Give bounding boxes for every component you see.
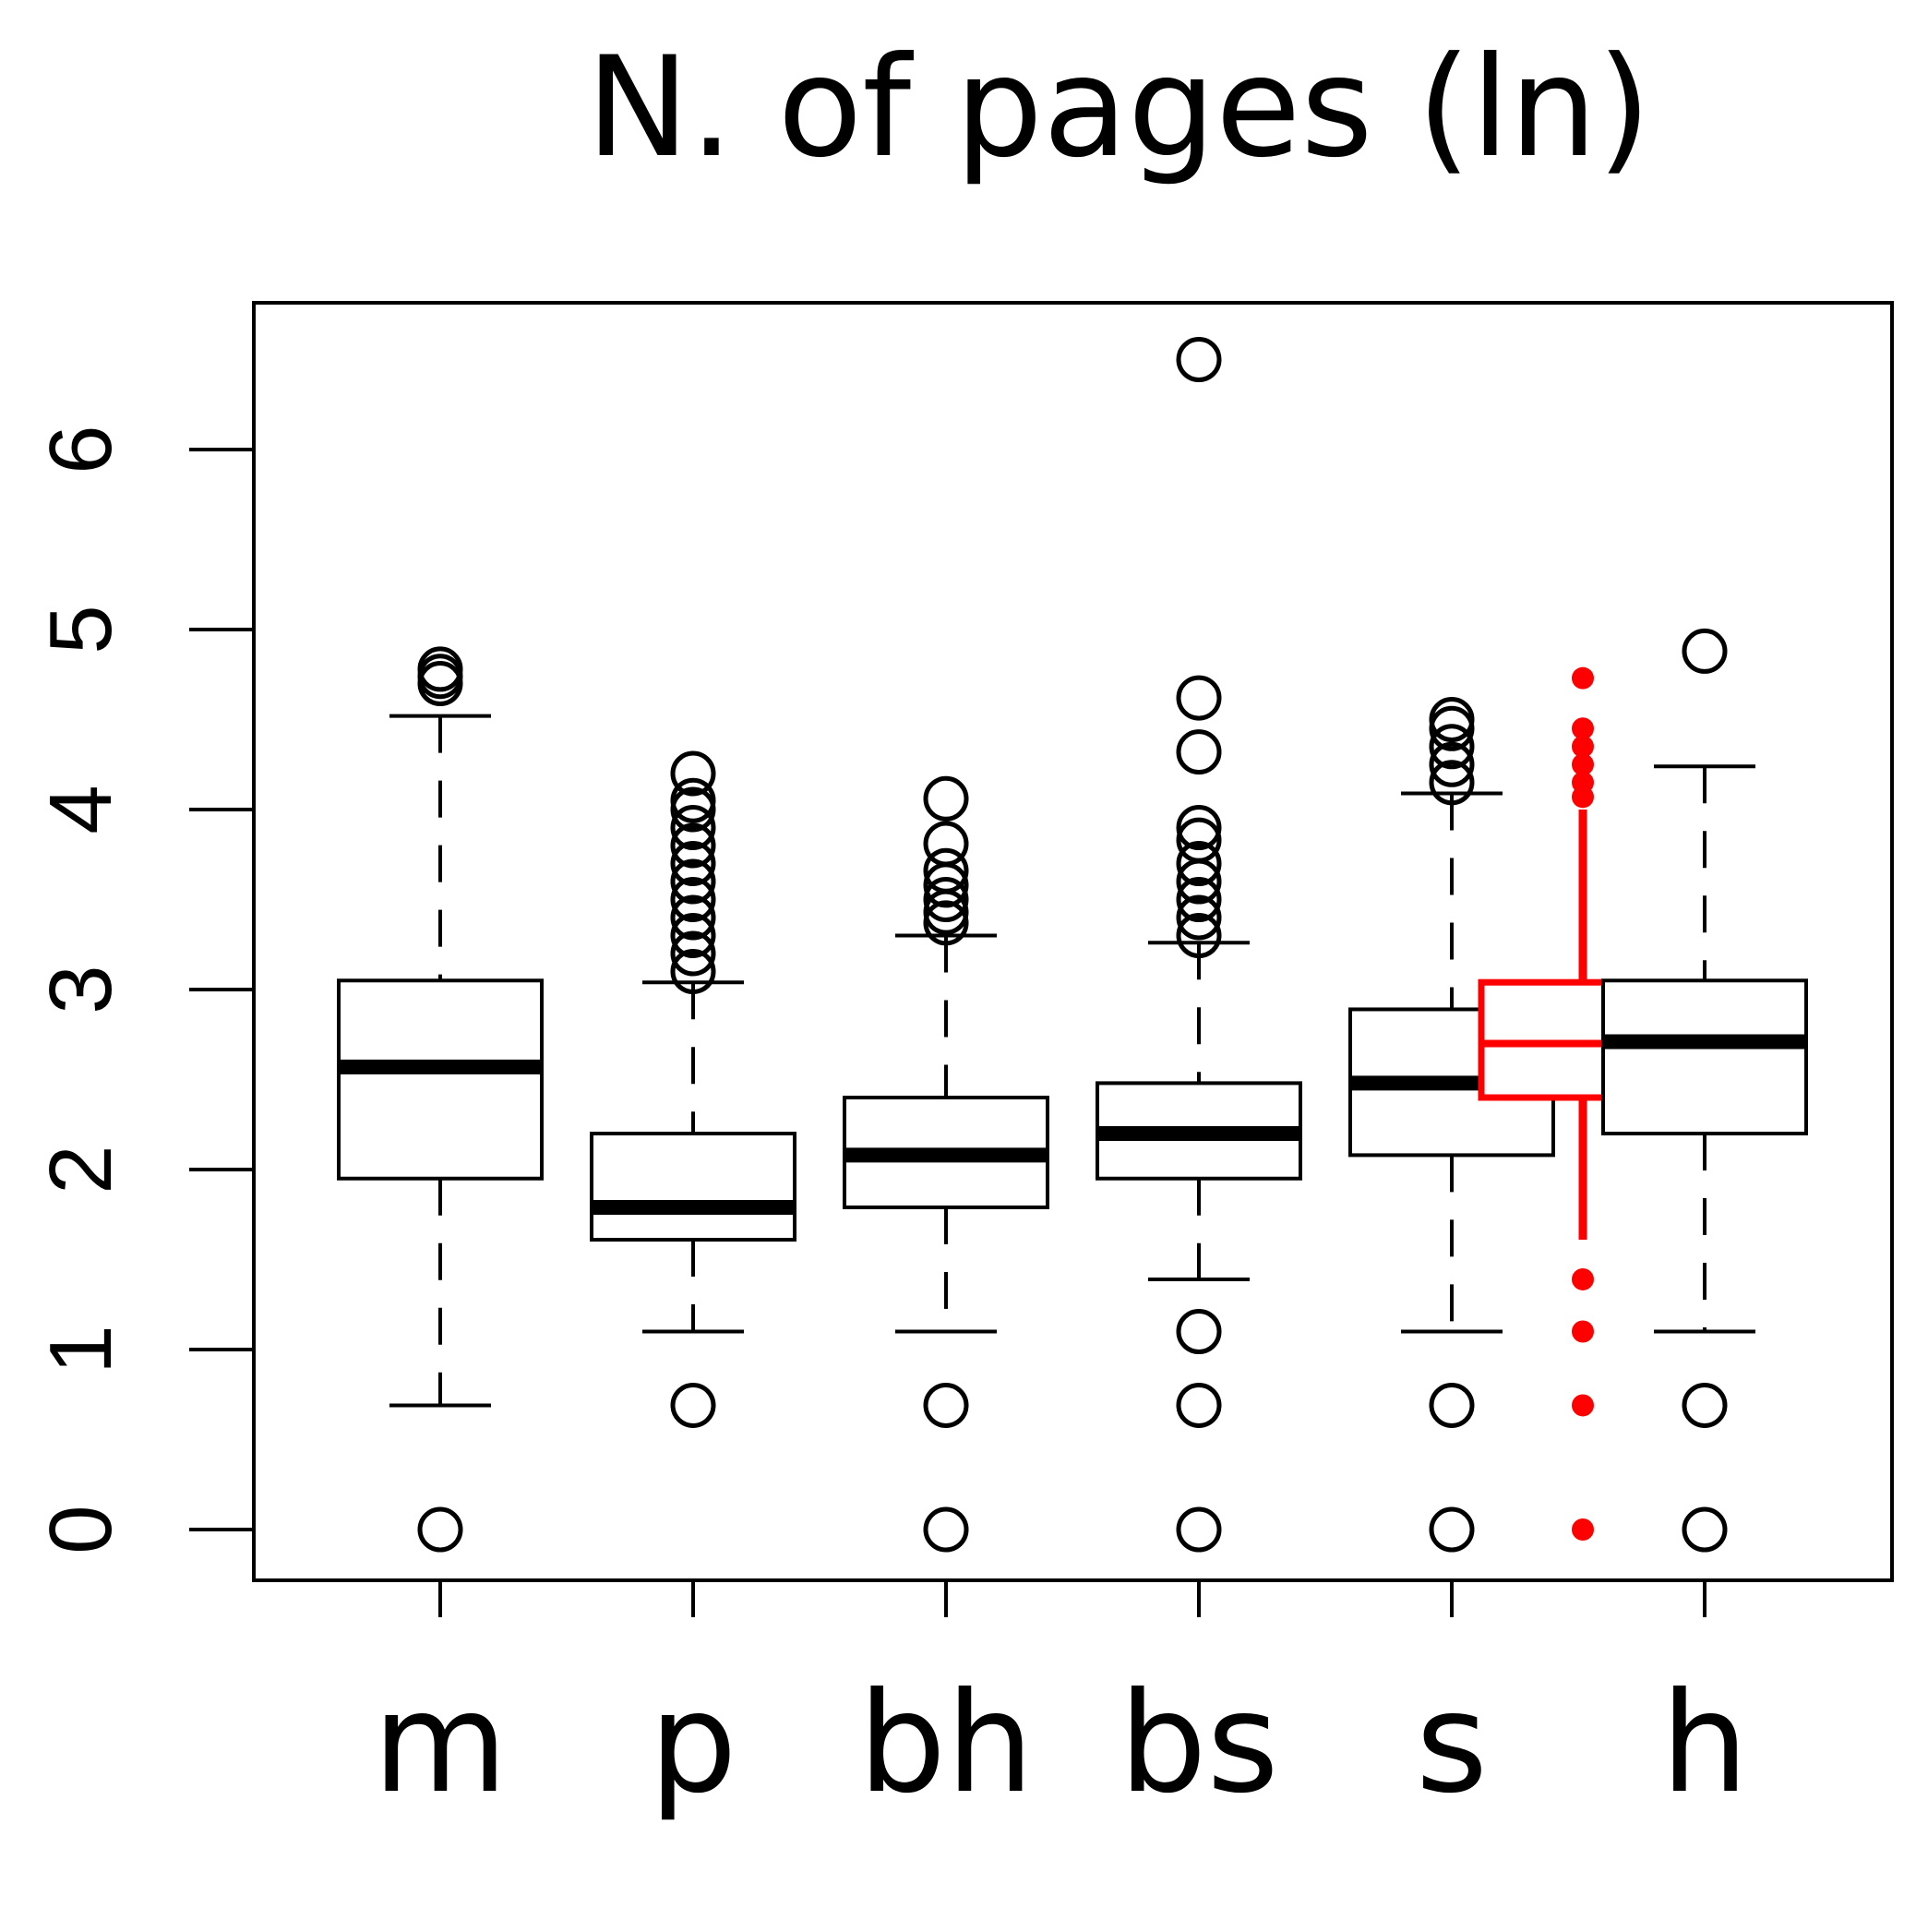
outlier-bs-9 [1176, 805, 1222, 850]
box-group-p [590, 750, 796, 1428]
outlier-bh-1 [923, 1382, 969, 1428]
y-tick-label-3: 3 [31, 965, 130, 1014]
outlier-highlight-3 [1572, 1267, 1594, 1290]
outlier-bs-1 [1176, 1382, 1222, 1428]
outlier-s-1 [1429, 1382, 1475, 1428]
outlier-p-7 [670, 841, 716, 886]
outlier-bs-4 [1176, 894, 1222, 941]
outlier-p-8 [670, 822, 716, 869]
y-tick-label-4: 4 [31, 785, 130, 834]
outlier-p-3 [670, 913, 716, 958]
outlier-p-12 [670, 750, 716, 797]
x-tick-label-bs: bs [1119, 1663, 1278, 1824]
outlier-bs-7 [1176, 841, 1222, 886]
outlier-s-0 [1429, 1506, 1475, 1553]
outlier-bs-0 [1176, 1506, 1222, 1553]
outlier-p-9 [670, 805, 716, 850]
x-tick-label-m: m [373, 1663, 508, 1824]
outlier-s-4 [1429, 724, 1475, 770]
outlier-highlight-1 [1572, 1394, 1594, 1417]
outlier-bh-6 [923, 847, 969, 894]
outlier-bs-3 [1176, 913, 1222, 958]
outlier-highlight-9 [1572, 666, 1594, 690]
outlier-p-4 [670, 894, 716, 941]
y-tick-label-1: 1 [31, 1325, 130, 1374]
outlier-highlight-6 [1572, 753, 1594, 776]
outlier-bs-8 [1176, 817, 1222, 863]
y-tick-label-6: 6 [31, 425, 130, 474]
outlier-bs-2 [1176, 1309, 1222, 1354]
outlier-h-2 [1682, 628, 1728, 674]
outlier-p-1 [670, 949, 716, 994]
x-tick-label-p: p [649, 1663, 736, 1824]
y-tick-label-2: 2 [31, 1145, 130, 1194]
outlier-bh-0 [923, 1506, 969, 1553]
outlier-bh-7 [923, 821, 969, 867]
outlier-bh-2 [923, 900, 969, 946]
outlier-p-6 [670, 858, 716, 905]
outlier-m-3 [417, 646, 463, 692]
outlier-highlight-5 [1572, 771, 1594, 794]
outlier-bs-5 [1176, 877, 1222, 922]
x-tick-label-bh: bh [858, 1663, 1034, 1824]
x-axis: m p bh bs s h [373, 1580, 1749, 1824]
x-tick-label-h: h [1660, 1663, 1748, 1824]
box-group-h [1601, 628, 1808, 1553]
outlier-bs-11 [1176, 675, 1222, 721]
outlier-s-6 [1429, 697, 1475, 742]
outlier-p-0 [670, 1382, 716, 1428]
outlier-s-3 [1429, 741, 1475, 787]
box-group-bh [843, 775, 1049, 1553]
outlier-bs-12 [1176, 337, 1222, 382]
box-group-m [337, 646, 544, 1553]
outlier-bh-4 [923, 877, 969, 922]
outlier-highlight-7 [1572, 735, 1594, 758]
box-group-bs [1096, 337, 1302, 1553]
outlier-s-2 [1429, 760, 1475, 806]
box-m [337, 978, 544, 1181]
y-tick-label-5: 5 [31, 605, 130, 654]
outlier-m-0 [417, 1506, 463, 1553]
outlier-highlight-0 [1572, 1518, 1594, 1541]
boxes [337, 337, 1808, 1553]
outlier-highlight-8 [1572, 717, 1594, 740]
outlier-p-11 [670, 777, 716, 823]
outlier-highlight-2 [1572, 1320, 1594, 1343]
box-h [1601, 978, 1808, 1135]
box-group-s [1348, 697, 1555, 1553]
box-p [590, 1132, 796, 1242]
outlier-p-2 [670, 930, 716, 977]
outlier-h-1 [1682, 1382, 1728, 1428]
x-tick-label-s: s [1416, 1663, 1488, 1824]
plot-frame [252, 301, 1894, 1582]
outlier-bs-10 [1176, 729, 1222, 775]
outlier-p-5 [670, 877, 716, 922]
chart-title: N. of pages (ln) [586, 28, 1651, 188]
y-tick-label-0: 0 [31, 1505, 130, 1554]
outlier-h-0 [1682, 1506, 1728, 1553]
y-axis: 0 1 2 3 4 5 6 [31, 425, 254, 1554]
outlier-bh-8 [923, 775, 969, 822]
